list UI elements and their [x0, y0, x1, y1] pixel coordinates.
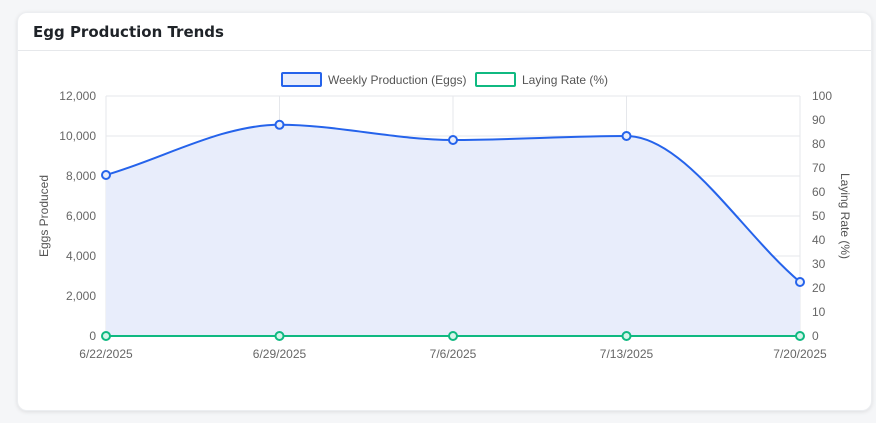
legend-label-production: Weekly Production (Eggs)	[328, 73, 467, 87]
y-tick-label: 6,000	[66, 209, 96, 223]
y2-axis-title: Laying Rate (%)	[838, 173, 852, 259]
data-point-laying-rate	[276, 332, 284, 340]
data-point-production	[623, 132, 631, 140]
legend-swatch-production	[282, 73, 321, 86]
y2-tick-label: 40	[812, 233, 826, 247]
data-point-production	[449, 136, 457, 144]
data-point-laying-rate	[449, 332, 457, 340]
y-tick-label: 12,000	[59, 89, 96, 103]
y-axis-title: Eggs Produced	[37, 175, 51, 257]
legend: Weekly Production (Eggs) Laying Rate (%)	[282, 73, 608, 87]
y2-tick-label: 0	[812, 329, 819, 343]
y2-tick-label: 30	[812, 257, 826, 271]
y2-tick-label: 50	[812, 209, 826, 223]
legend-label-laying-rate: Laying Rate (%)	[522, 73, 608, 87]
x-tick-label: 7/13/2025	[600, 347, 654, 361]
x-tick-label: 6/29/2025	[253, 347, 307, 361]
data-point-production	[796, 278, 804, 286]
fill-layer	[106, 125, 800, 336]
legend-item-production[interactable]: Weekly Production (Eggs)	[282, 73, 467, 87]
y-tick-label: 8,000	[66, 169, 96, 183]
x-tick-label: 7/20/2025	[773, 347, 827, 361]
y2-tick-label: 80	[812, 137, 826, 151]
x-tick-label: 6/22/2025	[79, 347, 133, 361]
data-point-laying-rate	[623, 332, 631, 340]
y-tick-label: 10,000	[59, 129, 96, 143]
y-tick-label: 0	[89, 329, 96, 343]
legend-swatch-laying-rate	[476, 73, 515, 86]
x-tick-label: 7/6/2025	[430, 347, 477, 361]
data-point-production	[276, 121, 284, 129]
data-point-laying-rate	[102, 332, 110, 340]
y-tick-label: 2,000	[66, 289, 96, 303]
y2-tick-label: 20	[812, 281, 826, 295]
y2-tick-label: 10	[812, 305, 826, 319]
data-point-production	[102, 171, 110, 179]
y2-tick-label: 60	[812, 185, 826, 199]
legend-item-laying-rate[interactable]: Laying Rate (%)	[476, 73, 608, 87]
y2-tick-label: 90	[812, 113, 826, 127]
y-tick-label: 4,000	[66, 249, 96, 263]
data-point-laying-rate	[796, 332, 804, 340]
y2-tick-label: 70	[812, 161, 826, 175]
y2-tick-label: 100	[812, 89, 832, 103]
series-area-production	[106, 125, 800, 336]
